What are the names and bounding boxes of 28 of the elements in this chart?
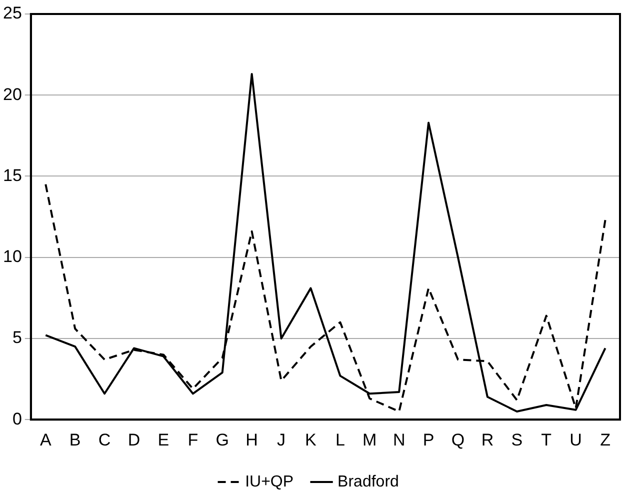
x-tick-label: K: [305, 430, 318, 450]
x-tick-label: R: [481, 430, 494, 450]
x-tick-label: C: [98, 430, 111, 450]
x-tick-label: J: [277, 430, 286, 450]
legend-label: Bradford: [338, 473, 399, 490]
x-tick-label: E: [158, 430, 170, 450]
x-tick-label: G: [216, 430, 229, 450]
x-tick-label: B: [69, 430, 81, 450]
y-tick-label: 20: [2, 84, 22, 104]
y-tick-label: 5: [12, 328, 22, 348]
x-tick-label: Q: [451, 430, 465, 450]
x-tick-label: N: [392, 430, 406, 450]
x-tick-label: P: [422, 430, 434, 450]
x-tick-label: A: [40, 430, 52, 450]
x-tick-label: Z: [600, 430, 610, 450]
x-tick-label: F: [188, 430, 198, 450]
x-tick-label: L: [335, 430, 345, 450]
y-tick-label: 25: [2, 4, 22, 23]
y-tick-label: 10: [2, 247, 22, 266]
x-tick-label: D: [128, 430, 140, 450]
y-tick-label: 0: [12, 409, 22, 428]
legend-label: IU+QP: [245, 473, 294, 490]
x-tick-label: U: [570, 430, 582, 450]
x-tick-label: M: [362, 430, 377, 450]
x-tick-label: T: [541, 430, 552, 450]
x-tick-label: H: [246, 430, 258, 450]
x-tick-label: S: [511, 430, 523, 450]
y-tick-label: 15: [2, 166, 22, 185]
